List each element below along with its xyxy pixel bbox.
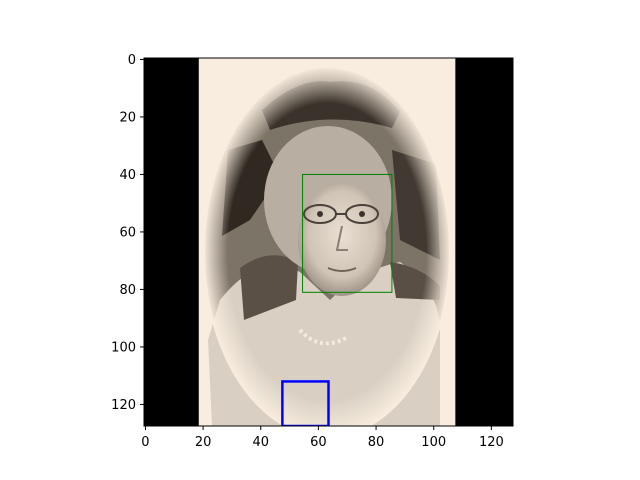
y-tick-label: 60 <box>119 225 136 240</box>
x-tick-label: 20 <box>195 435 212 450</box>
x-tick-label: 60 <box>310 435 327 450</box>
x-tick-label: 0 <box>141 435 149 450</box>
y-axis-ticks: 0 20 40 60 80 100 120 <box>111 53 144 413</box>
y-tick-label: 0 <box>128 53 136 68</box>
blue-bounding-box <box>281 380 330 426</box>
x-tick-label: 80 <box>368 435 385 450</box>
y-tick-label: 80 <box>119 283 136 298</box>
portrait-oval <box>203 66 451 426</box>
x-tick-label: 100 <box>421 435 446 450</box>
y-tick-label: 100 <box>111 340 136 355</box>
axes: 0 20 40 60 80 100 120 0 20 40 60 80 100 120 <box>111 53 514 450</box>
green-bounding-box <box>302 173 393 293</box>
left-black-band <box>144 58 199 426</box>
photo-image <box>144 58 513 426</box>
x-tick-label: 40 <box>252 435 269 450</box>
x-axis-ticks: 0 20 40 60 80 100 120 <box>141 426 504 450</box>
y-tick-label: 40 <box>119 168 136 183</box>
y-tick-label: 120 <box>111 398 136 413</box>
x-tick-label: 120 <box>479 435 504 450</box>
y-tick-label: 20 <box>119 110 136 125</box>
axes-frame <box>143 57 514 427</box>
right-black-band <box>455 58 513 426</box>
